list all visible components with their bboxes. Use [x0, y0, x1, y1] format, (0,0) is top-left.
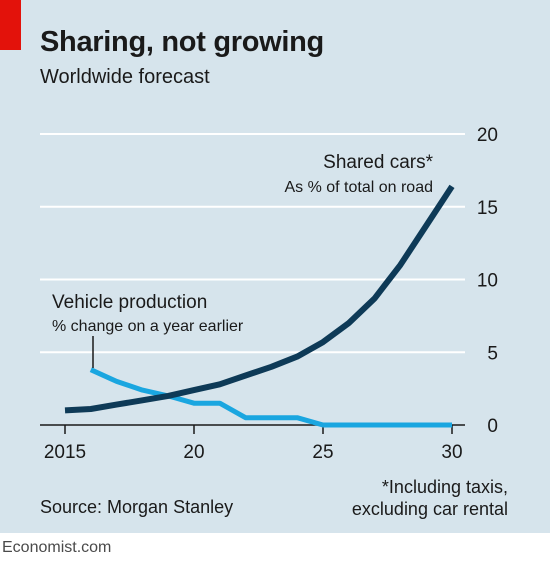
series-label-vehicle-production: Vehicle production — [52, 292, 207, 313]
series-line-vehicle-production — [89, 367, 452, 428]
x-tick-label-2030: 30 — [441, 442, 462, 463]
series-labels: Shared cars* As % of total on road Vehic… — [52, 152, 434, 368]
chart-title: Sharing, not growing — [40, 26, 324, 58]
line-chart: 0 5 10 15 20 2015 20 25 30 Shared cars* As % of… — [40, 125, 498, 463]
brand-label: Economist.com — [2, 539, 112, 556]
y-tick-label-10: 10 — [477, 271, 498, 292]
x-tick-label-2025: 25 — [312, 442, 333, 463]
series-lines — [64, 184, 455, 428]
series-label-shared-cars: Shared cars* — [323, 152, 433, 173]
x-tick-label-2020: 20 — [183, 442, 204, 463]
gridlines — [40, 133, 465, 426]
source-note: Source: Morgan Stanley — [40, 497, 234, 517]
footnote: *Including taxis, excluding car rental — [352, 476, 508, 520]
footnote-line-1: *Including taxis, — [381, 477, 508, 497]
y-tick-label-0: 0 — [487, 416, 498, 437]
brand-accent-bar — [0, 0, 21, 50]
footnote-line-2: excluding car rental — [351, 499, 508, 519]
y-tick-label-5: 5 — [487, 343, 498, 364]
chart-subtitle: Worldwide forecast — [40, 66, 210, 88]
y-tick-label-20: 20 — [477, 125, 498, 146]
y-tick-label-15: 15 — [477, 198, 498, 219]
series-sublabel-shared-cars: As % of total on road — [284, 179, 433, 196]
x-tick-label-2015: 2015 — [44, 442, 86, 463]
chart-panel — [0, 0, 550, 533]
series-sublabel-vehicle-production: % change on a year earlier — [52, 318, 244, 335]
y-axis: 0 5 10 15 20 — [477, 125, 498, 437]
x-axis: 2015 20 25 30 — [44, 425, 463, 463]
series-line-shared-cars — [64, 184, 455, 414]
